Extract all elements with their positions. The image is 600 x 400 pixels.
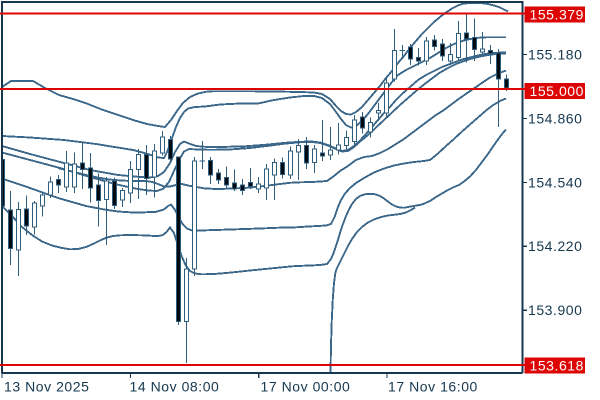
svg-text:155.000: 155.000 (530, 83, 584, 99)
svg-text:153.618: 153.618 (530, 357, 584, 373)
svg-text:155.379: 155.379 (530, 6, 584, 22)
svg-text:154.860: 154.860 (528, 110, 582, 126)
svg-text:153.900: 153.900 (528, 302, 582, 318)
svg-text:17 Nov 00:00: 17 Nov 00:00 (261, 379, 351, 395)
svg-text:14 Nov 08:00: 14 Nov 08:00 (130, 379, 220, 395)
svg-text:154.540: 154.540 (528, 174, 582, 190)
svg-text:13 Nov 2025: 13 Nov 2025 (4, 379, 89, 395)
svg-text:17 Nov 16:00: 17 Nov 16:00 (388, 379, 478, 395)
svg-text:155.180: 155.180 (528, 46, 582, 62)
svg-text:154.220: 154.220 (528, 238, 582, 254)
